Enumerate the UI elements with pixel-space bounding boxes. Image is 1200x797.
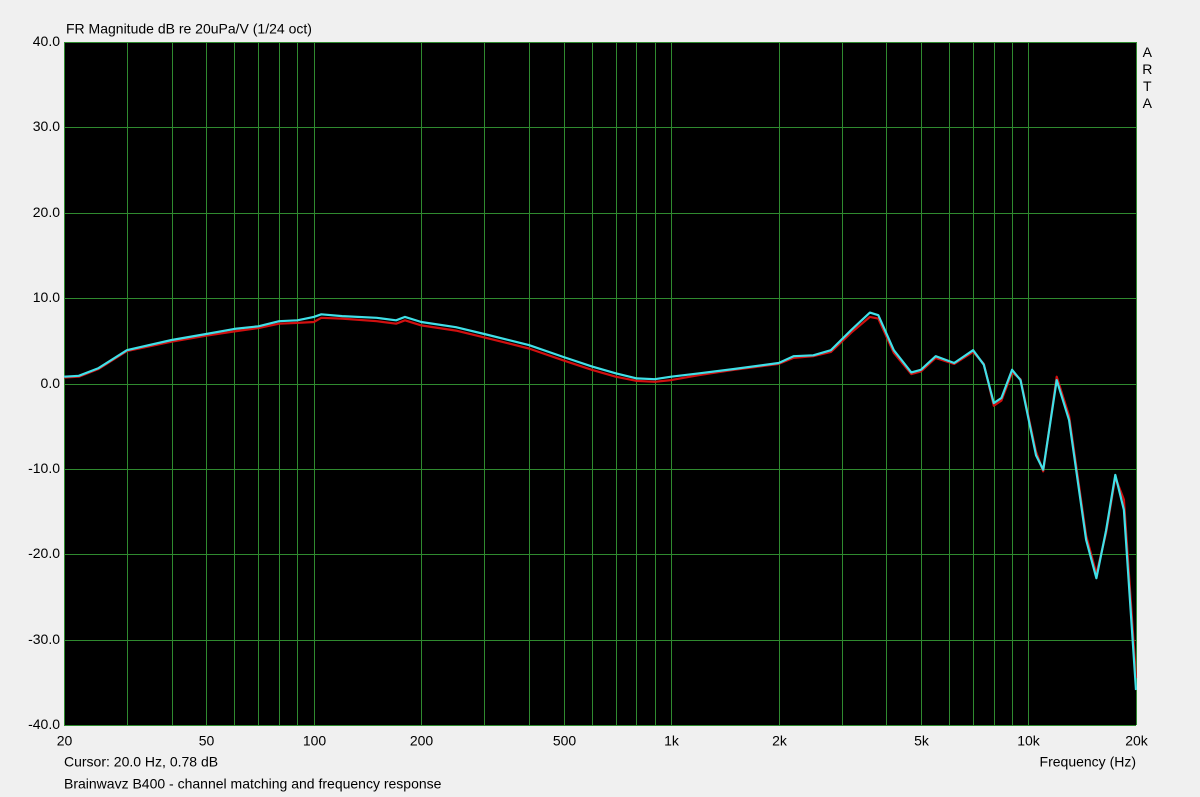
y-tick-label: 40.0 — [33, 33, 60, 49]
y-tick-label: 10.0 — [33, 289, 60, 305]
y-tick-label: -40.0 — [28, 716, 60, 732]
cursor-readout: Cursor: 20.0 Hz, 0.78 dB — [64, 754, 218, 770]
x-tick-label: 2k — [772, 733, 788, 749]
y-tick-label: 20.0 — [33, 204, 60, 220]
caption: Brainwavz B400 - channel matching and fr… — [64, 776, 442, 792]
y-tick-label: -10.0 — [28, 460, 60, 476]
x-tick-label: 200 — [410, 733, 434, 749]
y-tick-label: 0.0 — [41, 375, 61, 391]
x-tick-label: 100 — [303, 733, 327, 749]
x-tick-label: 20 — [57, 733, 73, 749]
chart-title: FR Magnitude dB re 20uPa/V (1/24 oct) — [66, 21, 312, 37]
x-tick-label: 50 — [199, 733, 215, 749]
y-tick-label: 30.0 — [33, 118, 60, 134]
x-tick-label: 5k — [914, 733, 930, 749]
x-tick-label: 1k — [664, 733, 680, 749]
x-tick-label: 500 — [553, 733, 577, 749]
plot-area — [64, 42, 1136, 725]
x-axis-label: Frequency (Hz) — [1040, 754, 1136, 770]
watermark: ARTA — [1139, 44, 1155, 112]
y-tick-label: -20.0 — [28, 545, 60, 561]
line-series — [63, 311, 1138, 691]
x-tick-label: 20k — [1125, 733, 1149, 749]
x-tick-label: 10k — [1017, 733, 1041, 749]
y-tick-label: -30.0 — [28, 631, 60, 647]
